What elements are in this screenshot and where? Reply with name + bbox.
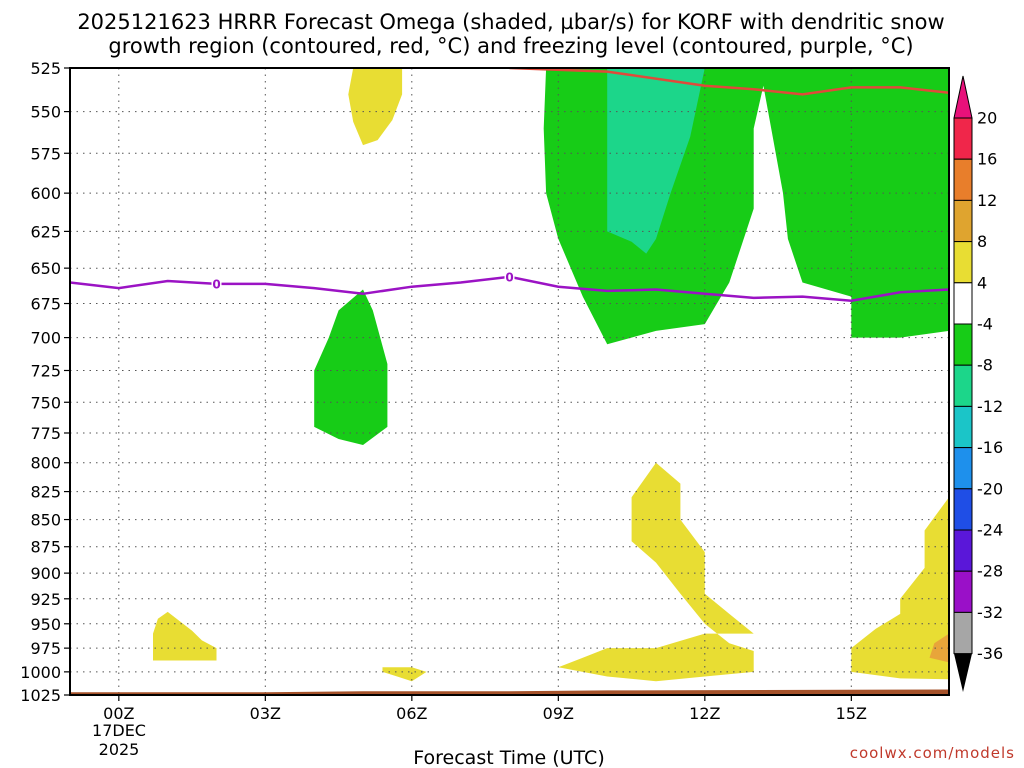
colorbar-label: 4 [977, 273, 987, 292]
omega-region-g1 [314, 289, 388, 445]
y-tick-label: 1025 [20, 686, 61, 705]
colorbar-swatch [953, 199, 973, 243]
colorbar-label: 20 [977, 109, 997, 128]
colorbar-label: -8 [977, 356, 993, 375]
plot-area: 00 [70, 68, 949, 695]
x-date-day: 17DEC [92, 721, 146, 740]
x-tick-label: 03Z [250, 704, 281, 723]
colorbar-label: 12 [977, 191, 997, 210]
omega-region-y1 [348, 68, 403, 146]
y-tick-label: 825 [30, 483, 61, 502]
y-axis: 525 550 575 600 625 650 675 700 725 750 775 800 825 8… [20, 59, 70, 705]
colorbar-swatch [953, 405, 973, 449]
y-tick-label: 525 [30, 59, 61, 78]
colorbar-swatch [953, 529, 973, 572]
y-tick-label: 800 [30, 454, 61, 473]
terrain-fill [70, 689, 949, 695]
colorbar-swatch [953, 488, 973, 531]
y-tick-label: 900 [30, 564, 61, 583]
freezing-label-bg [211, 276, 222, 291]
x-tick-label: 06Z [396, 704, 427, 723]
dgz-contour-line [509, 68, 949, 96]
colorbar-swatch [953, 611, 973, 655]
freezing-label-bg [504, 269, 515, 284]
colorbar-swatch [953, 117, 973, 160]
colorbar-swatch [953, 323, 973, 366]
colorbar-swatch [953, 282, 973, 325]
omega-region-y3 [382, 667, 427, 682]
y-tick-label: 750 [30, 393, 61, 412]
y-tick-label: 550 [30, 103, 61, 122]
colorbar-label: -16 [977, 438, 1003, 457]
x-tick-label: 00Z [103, 704, 134, 723]
omega-region-y4 [558, 462, 754, 682]
x-axis: 00Z 03Z 06Z 09Z 12Z 15Z [103, 695, 867, 723]
x-tick-label: 12Z [689, 704, 720, 723]
omega-region-y2 [153, 611, 217, 661]
x-date-year: 2025 [99, 740, 140, 759]
y-tick-label: 725 [30, 361, 61, 380]
y-tick-label: 700 [30, 329, 61, 348]
y-tick-label: 675 [30, 295, 61, 314]
y-tick-label: 925 [30, 590, 61, 609]
colorbar-label: -28 [977, 562, 1003, 581]
y-tick-label: 625 [30, 222, 61, 241]
colorbar-bottom-triangle [954, 653, 972, 692]
x-tick-label: 09Z [543, 704, 574, 723]
chart-title-line-1: 2025121623 HRRR Forecast Omega (shaded, … [77, 10, 944, 34]
plot-clipped-group: 00 [70, 68, 949, 695]
x-axis-label: Forecast Time (UTC) [413, 747, 604, 768]
freezing-level-label: 0 [505, 270, 513, 284]
colorbar-swatch [953, 241, 973, 284]
y-tick-label: 975 [30, 639, 61, 658]
colorbar-swatch [953, 447, 973, 490]
colorbar-label: 16 [977, 150, 997, 169]
omega-region-t1 [607, 68, 705, 254]
colorbar-label: -36 [977, 644, 1003, 663]
colorbar-top-triangle [953, 75, 973, 119]
y-tick-label: 950 [30, 615, 61, 634]
colorbar-label: -20 [977, 479, 1003, 498]
y-tick-label: 875 [30, 538, 61, 557]
y-tick-label: 575 [30, 144, 61, 163]
colorbar-label: 8 [977, 232, 987, 251]
omega-region-o1 [929, 633, 949, 663]
colorbar-swatch [953, 158, 973, 201]
x-tick-label: 15Z [836, 704, 867, 723]
colorbar-label: -12 [977, 397, 1003, 416]
plot-frame [69, 67, 950, 696]
y-tick-label: 650 [30, 259, 61, 278]
colorbar-label: -24 [977, 521, 1003, 540]
y-tick-label: 850 [30, 511, 61, 530]
y-tick-label: 600 [30, 184, 61, 203]
colorbar-swatch [953, 570, 973, 613]
colorbar-label: -4 [977, 315, 993, 334]
colorbar-swatch [953, 364, 973, 407]
omega-region-y5 [851, 497, 949, 680]
colorbar-label: -32 [977, 603, 1003, 622]
credit-link[interactable]: coolwx.com/models [850, 744, 1015, 762]
freezing-level-label: 0 [212, 277, 220, 291]
colorbar: 20 16 12 8 4 -4 -8 -12 -16 -20 -24 -28 -32 -36 [953, 75, 1003, 692]
y-tick-label: 775 [30, 424, 61, 443]
omega-region-g2 [543, 68, 949, 345]
chart-title-line-2: growth region (contoured, red, °C) and f… [108, 34, 913, 58]
y-tick-label: 1000 [20, 663, 61, 682]
